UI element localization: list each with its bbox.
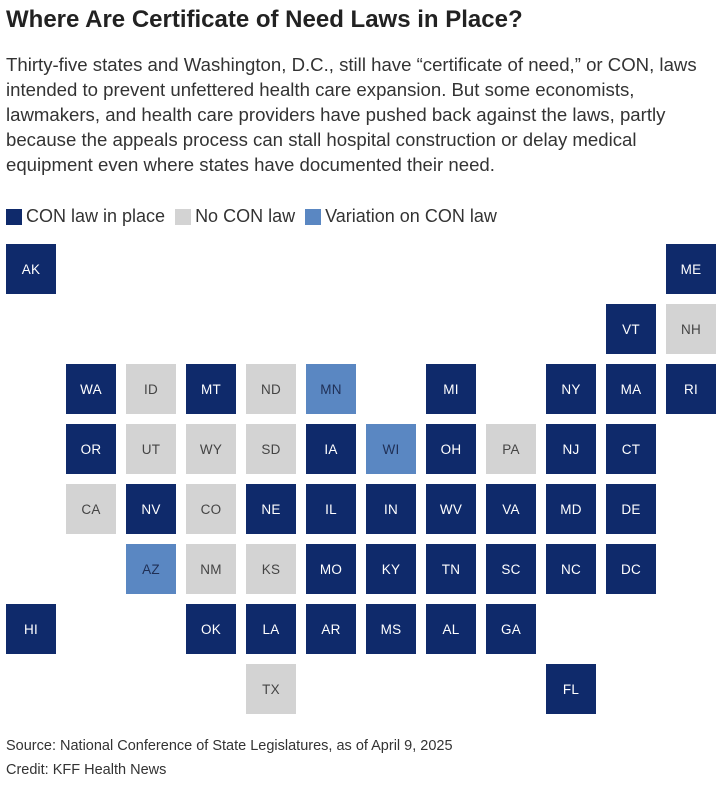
state-tile-nh: NH: [666, 304, 716, 354]
legend-item-con: CON law in place: [6, 206, 165, 227]
state-tile-ky: KY: [366, 544, 416, 594]
legend: CON law in place No CON law Variation on…: [6, 206, 507, 227]
state-tile-ok: OK: [186, 604, 236, 654]
credit-note: Credit: KFF Health News: [6, 762, 167, 778]
state-tile-tn: TN: [426, 544, 476, 594]
state-tile-ri: RI: [666, 364, 716, 414]
state-tile-ms: MS: [366, 604, 416, 654]
state-tile-mn: MN: [306, 364, 356, 414]
state-tile-in: IN: [366, 484, 416, 534]
source-note: Source: National Conference of State Leg…: [6, 738, 453, 754]
state-tile-mi: MI: [426, 364, 476, 414]
state-tile-la: LA: [246, 604, 296, 654]
state-tile-sc: SC: [486, 544, 536, 594]
state-tile-pa: PA: [486, 424, 536, 474]
state-tile-me: ME: [666, 244, 716, 294]
state-tile-nm: NM: [186, 544, 236, 594]
state-tile-wa: WA: [66, 364, 116, 414]
state-tile-nd: ND: [246, 364, 296, 414]
state-tile-oh: OH: [426, 424, 476, 474]
state-tile-al: AL: [426, 604, 476, 654]
legend-swatch-con: [6, 208, 22, 225]
legend-swatch-none: [175, 208, 192, 225]
state-tile-tx: TX: [246, 664, 296, 714]
state-tile-ia: IA: [306, 424, 356, 474]
state-tile-nc: NC: [546, 544, 596, 594]
state-tile-fl: FL: [546, 664, 596, 714]
legend-label-none: No CON law: [195, 206, 296, 226]
state-tile-sd: SD: [246, 424, 296, 474]
legend-label-con: CON law in place: [26, 206, 166, 226]
state-tile-ut: UT: [126, 424, 176, 474]
state-tile-vt: VT: [606, 304, 656, 354]
state-tile-hi: HI: [6, 604, 56, 654]
state-tile-ct: CT: [606, 424, 656, 474]
legend-label-variation: Variation on CON law: [325, 206, 497, 226]
state-tile-nv: NV: [126, 484, 176, 534]
state-tile-or: OR: [66, 424, 116, 474]
state-tile-ne: NE: [246, 484, 296, 534]
state-tile-ks: KS: [246, 544, 296, 594]
state-tile-nj: NJ: [546, 424, 596, 474]
state-tile-co: CO: [186, 484, 236, 534]
state-tile-ma: MA: [606, 364, 656, 414]
state-tile-ny: NY: [546, 364, 596, 414]
state-tile-mt: MT: [186, 364, 236, 414]
state-tile-va: VA: [486, 484, 536, 534]
chart-subtitle: Thirty-five states and Washington, D.C.,…: [6, 54, 697, 175]
state-tile-ga: GA: [486, 604, 536, 654]
state-tile-wi: WI: [366, 424, 416, 474]
state-tile-ar: AR: [306, 604, 356, 654]
legend-swatch-variation: [305, 208, 322, 225]
state-tile-dc: DC: [606, 544, 656, 594]
state-tile-ca: CA: [66, 484, 116, 534]
state-tile-ak: AK: [6, 244, 56, 294]
state-tile-de: DE: [606, 484, 656, 534]
state-tile-wv: WV: [426, 484, 476, 534]
state-tile-il: IL: [306, 484, 356, 534]
state-tile-az: AZ: [126, 544, 176, 594]
state-tile-id: ID: [126, 364, 176, 414]
legend-item-none: No CON law: [175, 206, 295, 227]
legend-item-variation: Variation on CON law: [305, 206, 497, 227]
state-tile-mo: MO: [306, 544, 356, 594]
state-tile-wy: WY: [186, 424, 236, 474]
state-tile-md: MD: [546, 484, 596, 534]
chart-title: Where Are Certificate of Need Laws in Pl…: [6, 6, 523, 33]
